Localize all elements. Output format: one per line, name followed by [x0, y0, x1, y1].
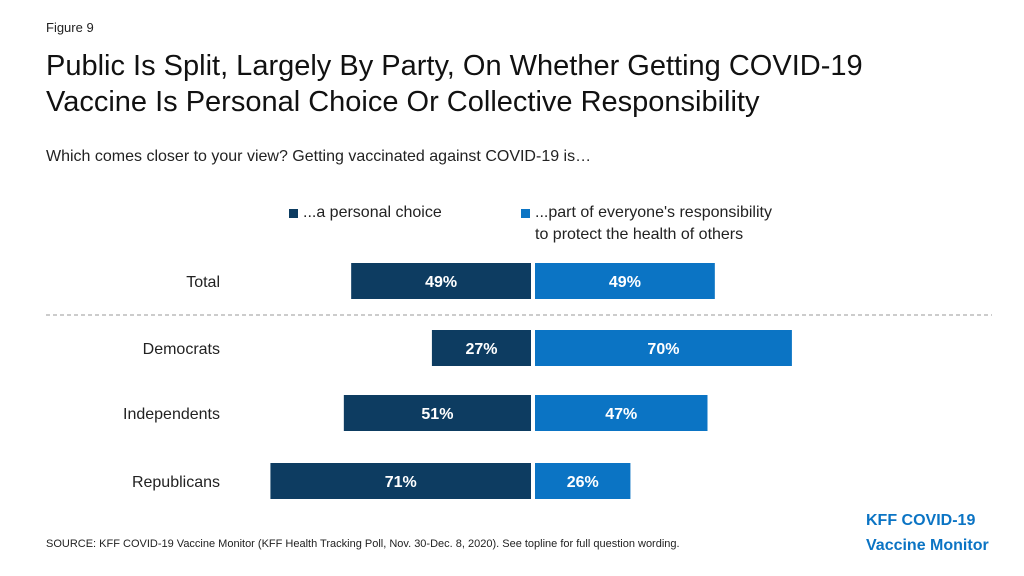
category-label-independents: Independents: [123, 406, 220, 423]
bar-personal-choice-democrats: [431, 330, 531, 366]
data-label-personal-choice-total: 49%: [425, 274, 457, 291]
legend-entry-responsibility: ...part of everyone's responsibility to …: [521, 202, 841, 246]
legend-label-responsibility-line-1: ...part of everyone's responsibility: [535, 204, 772, 221]
chart-title-line-1: Public Is Split, Largely By Party, On Wh…: [46, 50, 863, 82]
legend-swatch-responsibility: [521, 209, 530, 218]
data-label-personal-choice-democrats: 27%: [465, 341, 497, 358]
bar-responsibility-total: [535, 263, 715, 299]
category-label-total: Total: [186, 274, 220, 291]
data-label-personal-choice-independents: 51%: [421, 406, 453, 423]
chart-title: Public Is Split, Largely By Party, On Wh…: [46, 48, 1006, 120]
bar-personal-choice-total: [351, 263, 531, 299]
legend-entry-personal-choice: ...a personal choice: [289, 202, 442, 224]
bar-responsibility-republicans: [535, 463, 631, 499]
brand-line-2: Vaccine Monitor: [866, 537, 989, 554]
chart-subtitle: Which comes closer to your view? Getting…: [46, 148, 592, 165]
category-label-democrats: Democrats: [143, 341, 220, 358]
brand-line-1: KFF COVID-19: [866, 512, 976, 529]
brand-logo: KFF COVID-19 Vaccine Monitor: [866, 508, 989, 558]
bar-personal-choice-republicans: [270, 463, 531, 499]
bar-responsibility-democrats: [535, 330, 792, 366]
figure-label: Figure 9: [46, 20, 94, 35]
data-label-responsibility-democrats: 70%: [647, 341, 679, 358]
data-label-responsibility-independents: 47%: [605, 406, 637, 423]
legend-label-responsibility-line-2: to protect the health of others: [535, 226, 744, 243]
diverging-bar-chart: Total 49% 49% Democrats 27% 70% Independents 51…: [46, 263, 992, 499]
chart-title-line-2: Vaccine Is Personal Choice Or Collective…: [46, 86, 760, 118]
data-label-responsibility-total: 49%: [609, 274, 641, 291]
bar-responsibility-independents: [535, 395, 708, 431]
legend-label-personal-choice: ...a personal choice: [303, 204, 442, 221]
bar-personal-choice-independents: [343, 395, 531, 431]
data-label-responsibility-republicans: 26%: [567, 474, 599, 491]
data-label-personal-choice-republicans: 71%: [385, 474, 417, 491]
source-note: SOURCE: KFF COVID-19 Vaccine Monitor (KF…: [46, 538, 680, 550]
legend-swatch-personal-choice: [289, 209, 298, 218]
category-label-republicans: Republicans: [132, 474, 220, 491]
